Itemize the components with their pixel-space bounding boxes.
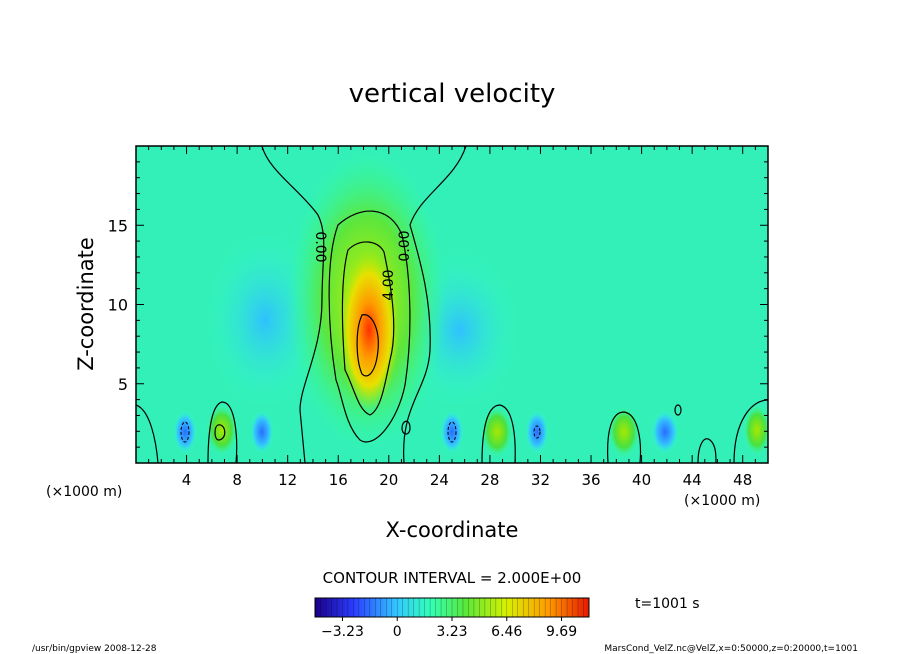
contour-neg-1 bbox=[180, 421, 190, 443]
y-tick-label: 15 bbox=[108, 216, 128, 235]
footer-right: MarsCond_VelZ.nc@VelZ,x=0:50000,z=0:2000… bbox=[604, 644, 858, 654]
y-tick-label: 10 bbox=[108, 296, 128, 315]
x-unit-right: (×1000 m) bbox=[684, 493, 760, 509]
time-label: t=1001 s bbox=[635, 596, 700, 612]
x-tick-label: 16 bbox=[329, 471, 348, 489]
x-unit-left: (×1000 m) bbox=[46, 484, 122, 500]
contour-small-2 bbox=[674, 404, 682, 416]
surface-cell-4 bbox=[743, 404, 768, 456]
x-tick-label: 20 bbox=[379, 471, 398, 489]
contour-six bbox=[356, 314, 379, 377]
x-tick-label: 8 bbox=[232, 471, 242, 489]
surface-cell-3 bbox=[608, 406, 640, 458]
x-tick-label: 32 bbox=[531, 471, 550, 489]
footer-left: /usr/bin/gpview 2008-12-28 bbox=[32, 644, 157, 654]
contour-left-edge bbox=[136, 404, 159, 463]
colorbar-tick-label: 6.46 bbox=[491, 624, 522, 640]
colorbar-divisions bbox=[320, 598, 584, 617]
contour-two bbox=[328, 210, 411, 443]
contour-cell-2 bbox=[481, 404, 516, 463]
contour-cell-3 bbox=[607, 411, 642, 463]
x-axis: 4 8 12 16 20 24 28 32 36 40 44 48 bbox=[135, 146, 769, 489]
contour-neg-2 bbox=[447, 421, 457, 443]
contour-interval-label: CONTOUR INTERVAL = 2.000E+00 bbox=[323, 569, 582, 587]
surface-down-4 bbox=[525, 410, 549, 454]
surface-cell-1 bbox=[206, 404, 238, 456]
contour-label-2: 0.00 bbox=[397, 230, 413, 261]
x-tick-label: 12 bbox=[278, 471, 297, 489]
surface-down-5 bbox=[651, 410, 679, 454]
contour-cell-1b bbox=[214, 424, 226, 441]
x-tick-label: 24 bbox=[430, 471, 449, 489]
x-tick-label: 4 bbox=[182, 471, 192, 489]
x-tick-label: 44 bbox=[683, 471, 702, 489]
contour-label-3: 4.00 bbox=[381, 269, 397, 300]
colorbar-ticks: −3.23 0 3.23 6.46 9.69 bbox=[321, 617, 577, 640]
colorbar-tick-label: 3.23 bbox=[436, 624, 467, 640]
y-axis: 5 10 15 bbox=[108, 145, 768, 464]
updraft-core bbox=[339, 250, 399, 410]
x-axis-title: X-coordinate bbox=[386, 518, 519, 542]
contour-small-1 bbox=[401, 420, 411, 435]
contour-neg-3 bbox=[533, 425, 541, 439]
y-tick-label: 5 bbox=[118, 375, 128, 394]
chart-title: vertical velocity bbox=[349, 79, 556, 109]
contour-zero-plume bbox=[261, 146, 467, 463]
surface-down-3 bbox=[440, 410, 464, 454]
colorbar-tick-label: −3.23 bbox=[321, 624, 364, 640]
contour-four bbox=[341, 241, 395, 416]
surface-cell-2 bbox=[481, 406, 513, 458]
surface-down-1 bbox=[173, 410, 197, 454]
surface-down-2 bbox=[250, 410, 274, 454]
contour-cell-4 bbox=[733, 399, 768, 463]
colorbar-tick-label: 0 bbox=[393, 624, 402, 640]
y-axis-title: Z-coordinate bbox=[74, 237, 98, 371]
colorbar-tick-label: 9.69 bbox=[546, 624, 577, 640]
contour-cell-5 bbox=[697, 438, 717, 463]
x-tick-label: 28 bbox=[480, 471, 499, 489]
contour-label-1: 0.00 bbox=[312, 231, 328, 262]
x-tick-label: 36 bbox=[581, 471, 600, 489]
x-tick-label: 48 bbox=[733, 471, 752, 489]
x-tick-label: 40 bbox=[632, 471, 651, 489]
contour-field: 0.00 0.00 4.00 bbox=[136, 146, 768, 463]
contour-cell-1 bbox=[207, 401, 238, 463]
